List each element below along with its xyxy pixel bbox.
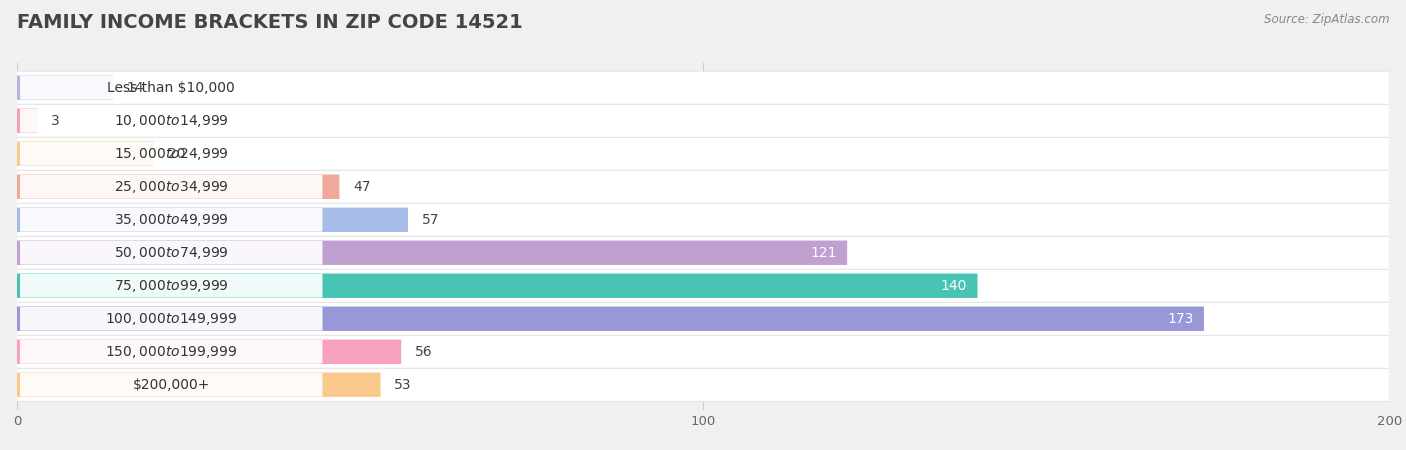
- Text: Less than $10,000: Less than $10,000: [107, 81, 235, 95]
- FancyBboxPatch shape: [17, 207, 408, 232]
- Text: $200,000+: $200,000+: [132, 378, 209, 392]
- Text: 140: 140: [941, 279, 967, 293]
- FancyBboxPatch shape: [17, 76, 112, 100]
- Text: FAMILY INCOME BRACKETS IN ZIP CODE 14521: FAMILY INCOME BRACKETS IN ZIP CODE 14521: [17, 14, 523, 32]
- Text: $75,000 to $99,999: $75,000 to $99,999: [114, 278, 229, 294]
- FancyBboxPatch shape: [17, 108, 38, 133]
- Text: $100,000 to $149,999: $100,000 to $149,999: [105, 311, 238, 327]
- FancyBboxPatch shape: [20, 175, 322, 198]
- FancyBboxPatch shape: [17, 306, 1204, 331]
- Text: 20: 20: [167, 147, 186, 161]
- FancyBboxPatch shape: [17, 175, 339, 199]
- Text: $35,000 to $49,999: $35,000 to $49,999: [114, 212, 229, 228]
- Text: 3: 3: [51, 114, 60, 128]
- FancyBboxPatch shape: [17, 104, 1389, 137]
- Text: 121: 121: [810, 246, 837, 260]
- FancyBboxPatch shape: [17, 274, 977, 298]
- Text: $15,000 to $24,999: $15,000 to $24,999: [114, 146, 229, 162]
- FancyBboxPatch shape: [17, 203, 1389, 236]
- FancyBboxPatch shape: [20, 241, 322, 265]
- FancyBboxPatch shape: [17, 269, 1389, 302]
- Text: Source: ZipAtlas.com: Source: ZipAtlas.com: [1264, 14, 1389, 27]
- FancyBboxPatch shape: [20, 208, 322, 232]
- FancyBboxPatch shape: [17, 368, 1389, 401]
- FancyBboxPatch shape: [20, 142, 322, 166]
- Text: 53: 53: [394, 378, 412, 392]
- FancyBboxPatch shape: [17, 241, 848, 265]
- Text: 56: 56: [415, 345, 433, 359]
- FancyBboxPatch shape: [20, 373, 322, 396]
- FancyBboxPatch shape: [17, 71, 1389, 104]
- Text: $150,000 to $199,999: $150,000 to $199,999: [105, 344, 238, 360]
- Text: 173: 173: [1167, 312, 1194, 326]
- FancyBboxPatch shape: [17, 340, 401, 364]
- FancyBboxPatch shape: [17, 373, 381, 397]
- FancyBboxPatch shape: [17, 302, 1389, 335]
- FancyBboxPatch shape: [20, 274, 322, 297]
- Text: 14: 14: [127, 81, 145, 95]
- FancyBboxPatch shape: [17, 335, 1389, 368]
- FancyBboxPatch shape: [17, 137, 1389, 170]
- Text: 47: 47: [353, 180, 371, 194]
- FancyBboxPatch shape: [20, 307, 322, 331]
- Text: $25,000 to $34,999: $25,000 to $34,999: [114, 179, 229, 195]
- Text: $50,000 to $74,999: $50,000 to $74,999: [114, 245, 229, 261]
- FancyBboxPatch shape: [20, 340, 322, 364]
- FancyBboxPatch shape: [17, 142, 155, 166]
- FancyBboxPatch shape: [17, 170, 1389, 203]
- FancyBboxPatch shape: [20, 76, 322, 99]
- Text: $10,000 to $14,999: $10,000 to $14,999: [114, 113, 229, 129]
- FancyBboxPatch shape: [17, 236, 1389, 269]
- Text: 57: 57: [422, 213, 439, 227]
- FancyBboxPatch shape: [20, 109, 322, 133]
